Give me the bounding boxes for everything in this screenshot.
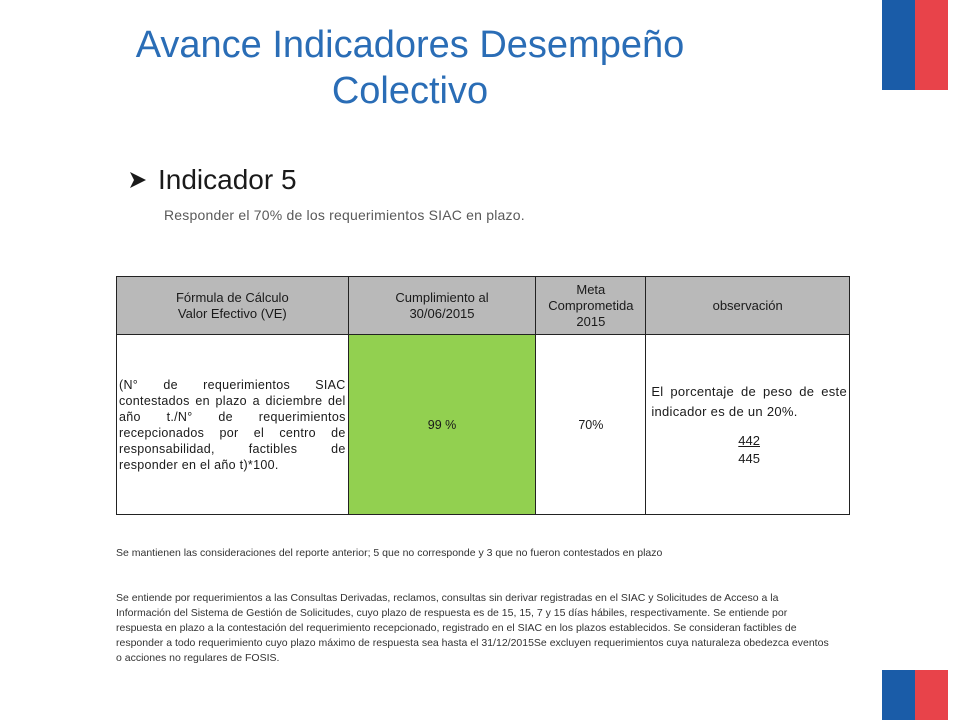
flag-blue-stripe bbox=[882, 670, 915, 720]
header-cumplimiento-label: Cumplimiento al 30/06/2015 bbox=[395, 289, 489, 321]
indicator-label: Indicador 5 bbox=[158, 164, 297, 195]
flag-red-stripe bbox=[915, 670, 948, 720]
indicator-table: Fórmula de Cálculo Valor Efectivo (VE) C… bbox=[116, 276, 850, 515]
meta-cell: 70% bbox=[535, 334, 647, 515]
header-formula-label: Fórmula de Cálculo Valor Efectivo (VE) bbox=[175, 289, 289, 321]
header-formula: Fórmula de Cálculo Valor Efectivo (VE) bbox=[116, 276, 349, 335]
note-definiciones: Se entiende por requerimientos a las Con… bbox=[116, 592, 829, 664]
header-observacion: observación bbox=[645, 276, 850, 335]
slide-title: Avance Indicadores Desempeño Colectivo bbox=[135, 24, 685, 112]
observacion-cell: El porcentaje de peso de este indicador … bbox=[645, 334, 850, 515]
note-consideraciones: Se mantienen las consideraciones del rep… bbox=[116, 547, 663, 559]
flag-blue-stripe bbox=[882, 0, 915, 90]
header-meta: Meta Comprometida 2015 bbox=[535, 276, 647, 335]
header-cumplimiento: Cumplimiento al 30/06/2015 bbox=[347, 276, 537, 335]
fraction-denominator: 445 bbox=[738, 450, 760, 466]
arrow-right-icon bbox=[130, 172, 146, 188]
flag-logo-top bbox=[882, 0, 948, 90]
table-header-row: Fórmula de Cálculo Valor Efectivo (VE) C… bbox=[116, 276, 850, 335]
table-row: (N° de requerimientos SIAC contestados e… bbox=[116, 334, 850, 515]
cumplimiento-cell: 99 % bbox=[347, 334, 537, 515]
fraction-numerator: 442 bbox=[738, 432, 760, 448]
header-observacion-label: observación bbox=[712, 297, 783, 313]
header-meta-label: Meta Comprometida 2015 bbox=[548, 281, 634, 329]
flag-red-stripe bbox=[915, 0, 948, 90]
indicator-description: Responder el 70% de los requerimientos S… bbox=[164, 207, 525, 223]
formula-cell: (N° de requerimientos SIAC contestados e… bbox=[116, 334, 349, 515]
flag-logo-bottom bbox=[882, 670, 948, 720]
indicator-heading: Indicador 5 bbox=[128, 164, 297, 196]
observacion-text: El porcentaje de peso de este indicador … bbox=[651, 383, 847, 419]
observacion-fraction: 442 445 bbox=[651, 432, 847, 468]
